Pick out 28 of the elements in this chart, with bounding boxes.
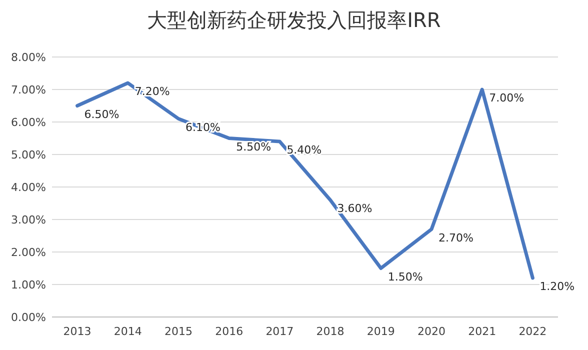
y-tick-label: 0.00% bbox=[11, 311, 46, 324]
x-tick-label: 2020 bbox=[418, 325, 446, 338]
data-label: 5.50% bbox=[236, 140, 272, 154]
y-tick-label: 6.00% bbox=[11, 116, 46, 129]
data-label: 6.50% bbox=[84, 108, 120, 121]
title: 大型创新药企研发投入回报率IRR bbox=[147, 8, 441, 32]
line-series bbox=[76, 81, 534, 280]
y-tick-label: 3.00% bbox=[11, 214, 46, 226]
y-tick-label: 4.00% bbox=[11, 181, 46, 194]
x-tick-label: 2019 bbox=[366, 325, 395, 338]
x-tick-label: 2015 bbox=[164, 325, 192, 338]
data-label: 7.00% bbox=[489, 92, 524, 104]
y-tick-label: 5.00% bbox=[11, 148, 46, 162]
data-label: 3.60% bbox=[337, 202, 372, 215]
x-tick-label: 2022 bbox=[518, 325, 547, 338]
y-tick-label: 1.00% bbox=[11, 278, 46, 292]
y-tick-label: 2.00% bbox=[11, 246, 46, 259]
x-tick-label: 2017 bbox=[266, 325, 294, 338]
x-tick-label: 2013 bbox=[63, 325, 92, 338]
data-label: 1.20% bbox=[540, 280, 575, 293]
data-label: 1.50% bbox=[388, 270, 423, 284]
x-tick-label: 2016 bbox=[215, 325, 244, 338]
y-tick-label: 7.00% bbox=[11, 84, 46, 96]
y-tick-label: 8.00% bbox=[11, 51, 46, 64]
x-tick-label: 2014 bbox=[114, 325, 142, 338]
x-tick-label: 2021 bbox=[468, 325, 496, 338]
x-tick-label: 2018 bbox=[316, 325, 344, 338]
data-label: 2.70% bbox=[438, 231, 474, 244]
